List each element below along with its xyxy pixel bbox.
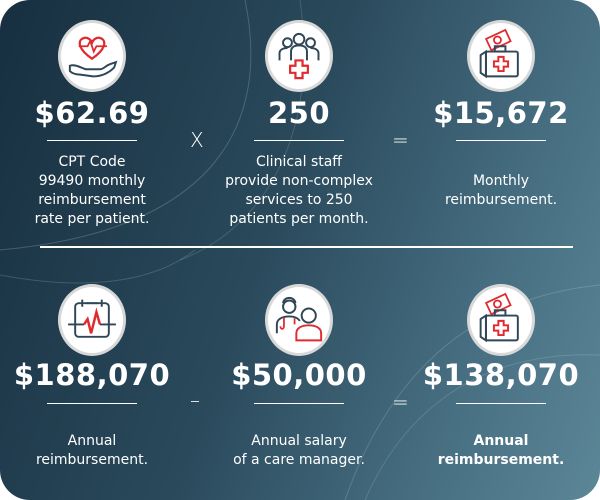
salary-caption: Annual salary of a care manager.	[199, 432, 399, 470]
monthly-caption: Monthly reimbursement.	[401, 172, 600, 210]
rate-caption: CPT Code 99490 monthly reimbursement rat…	[0, 153, 192, 229]
patients-value: 250	[267, 96, 331, 130]
caption-line: reimbursement.	[444, 192, 558, 208]
caption-line: rate per patient.	[34, 211, 150, 227]
decorative-arc	[364, 354, 600, 500]
patients-caption: Clinical staff provide non-complex servi…	[199, 153, 399, 229]
annual-caption: Annual reimbursement.	[0, 432, 192, 470]
caption-line: of a care manager.	[233, 452, 365, 468]
caption-line: provide non-complex	[225, 173, 373, 189]
medical-kit-money-icon	[467, 20, 535, 92]
underline	[254, 140, 344, 141]
caption-line: CPT Code	[58, 154, 126, 170]
caption-line: reimbursement.	[437, 452, 565, 468]
caption-line: Monthly	[472, 173, 530, 189]
caption-line: Annual salary	[251, 433, 347, 449]
caption-line: Annual	[473, 433, 529, 449]
medical-kit-money-icon	[467, 284, 535, 356]
minus-operator: –	[190, 388, 200, 412]
multiply-operator: X	[190, 128, 204, 152]
decorative-arc	[0, 0, 252, 251]
underline	[456, 403, 546, 404]
caption-line: reimbursement	[38, 192, 146, 208]
underline	[47, 403, 137, 404]
underline	[47, 140, 137, 141]
equals-operator: =	[392, 128, 409, 152]
heart-in-hand-icon	[58, 20, 126, 92]
rate-value: $62.69	[34, 96, 150, 130]
equals-operator: =	[392, 390, 409, 414]
caption-line: reimbursement.	[35, 452, 149, 468]
underline	[456, 140, 546, 141]
section-divider	[40, 246, 573, 248]
caption-line: patients per month.	[229, 211, 369, 227]
care-manager-patient-icon	[265, 284, 333, 356]
caption-line: 99490 monthly	[38, 173, 146, 189]
caption-line: Annual	[67, 433, 117, 449]
calendar-heartbeat-icon	[58, 284, 126, 356]
annual-value: $188,070	[13, 358, 171, 392]
net-caption: Annual reimbursement.	[401, 432, 600, 470]
caption-line: services to 250	[245, 192, 353, 208]
net-value: $138,070	[422, 358, 580, 392]
decorative-arc	[0, 249, 196, 284]
monthly-value: $15,672	[433, 96, 569, 130]
underline	[254, 403, 344, 404]
decorative-arc	[344, 284, 600, 500]
staff-medical-icon	[265, 20, 333, 92]
caption-line: Clinical staff	[256, 154, 342, 170]
salary-value: $50,000	[231, 358, 367, 392]
